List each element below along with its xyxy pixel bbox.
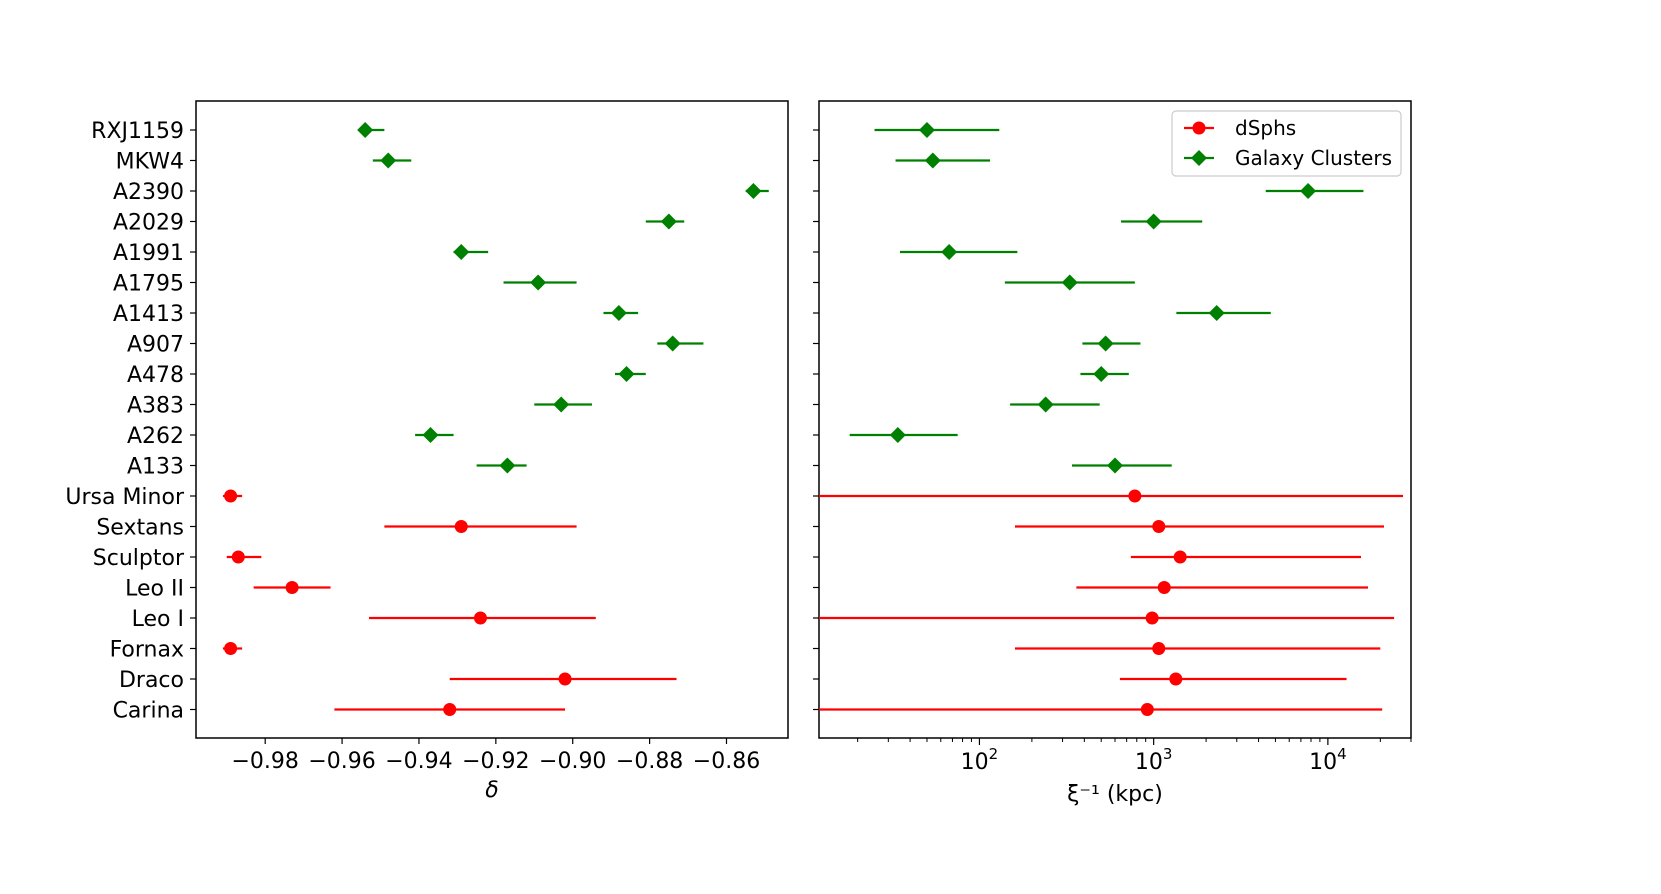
cluster-point-a1413 bbox=[610, 305, 627, 321]
cluster-point-a2390 bbox=[1300, 183, 1317, 199]
x-tick-label: −0.94 bbox=[385, 749, 452, 774]
x-tick-label: −0.96 bbox=[308, 749, 375, 774]
y-tick-label-draco: Draco bbox=[119, 668, 184, 693]
y-tick-label-ursa-minor: Ursa Minor bbox=[65, 485, 185, 510]
dsph-point-leo-i bbox=[473, 611, 487, 625]
dsph-point-draco bbox=[1169, 672, 1183, 686]
dsph-point-carina bbox=[1140, 703, 1154, 716]
x-tick-label: −0.92 bbox=[462, 749, 529, 774]
cluster-point-mkw4 bbox=[924, 152, 941, 169]
legend-marker-dsphs bbox=[1192, 121, 1206, 135]
y-tick-label-leo-i: Leo I bbox=[132, 607, 184, 632]
x-axis-label: ξ⁻¹ (kpc) bbox=[1067, 782, 1163, 807]
cluster-point-a133 bbox=[499, 457, 516, 474]
legend-box bbox=[1171, 110, 1402, 177]
y-tick-label-sculptor: Sculptor bbox=[93, 546, 185, 571]
x-tick-label: 102 bbox=[961, 745, 999, 775]
x-tick-label: 104 bbox=[1309, 745, 1347, 775]
plot-frame bbox=[195, 100, 789, 739]
y-tick-label-a133: A133 bbox=[127, 455, 184, 480]
cluster-point-a2390 bbox=[745, 183, 762, 199]
cluster-point-a907 bbox=[664, 335, 681, 352]
y-tick-label-mkw4: MKW4 bbox=[116, 150, 184, 175]
cluster-point-rxj1159 bbox=[918, 122, 935, 138]
x-tick-label: 103 bbox=[1135, 745, 1173, 775]
dsph-point-leo-ii bbox=[285, 581, 299, 594]
legend-label-dsphs: dSphs bbox=[1235, 116, 1296, 140]
cluster-point-a478 bbox=[618, 366, 635, 382]
cluster-point-a1413 bbox=[1208, 305, 1225, 321]
dsph-point-ursa-minor bbox=[1128, 489, 1142, 503]
y-tick-label-a1413: A1413 bbox=[113, 302, 184, 327]
cluster-point-a262 bbox=[889, 427, 906, 443]
legend-label-galaxy-clusters: Galaxy Clusters bbox=[1235, 146, 1392, 170]
y-tick-label-a2029: A2029 bbox=[113, 211, 184, 236]
y-tick-label-carina: Carina bbox=[113, 699, 184, 724]
y-tick-label-rxj1159: RXJ1159 bbox=[91, 119, 184, 144]
y-tick-label-a1991: A1991 bbox=[113, 241, 184, 266]
y-tick-label-a262: A262 bbox=[127, 424, 184, 449]
cluster-point-a133 bbox=[1107, 457, 1123, 474]
cluster-point-rxj1159 bbox=[357, 122, 374, 138]
left-panel-delta: RXJ1159 MKW4 A2390 A2029 A1991 A1795 A1413 A907… bbox=[65, 100, 789, 803]
dsph-point-fornax bbox=[224, 642, 238, 655]
y-tick-label-sextans: Sextans bbox=[96, 516, 184, 541]
cluster-point-a2029 bbox=[1145, 213, 1162, 230]
cluster-point-a907 bbox=[1097, 335, 1114, 352]
x-axis-label: δ bbox=[485, 778, 498, 803]
y-tick-label-a478: A478 bbox=[127, 363, 184, 388]
cluster-point-a2029 bbox=[660, 213, 677, 230]
dsph-point-fornax bbox=[1152, 642, 1166, 655]
cluster-point-a1795 bbox=[1061, 274, 1078, 291]
legend: dSphs Galaxy Clusters bbox=[1171, 110, 1402, 177]
dsph-point-draco bbox=[558, 672, 572, 686]
plot-frame bbox=[818, 100, 1412, 739]
x-tick-label: −0.90 bbox=[539, 749, 606, 774]
dsph-point-sculptor bbox=[231, 550, 245, 564]
cluster-point-a1991 bbox=[453, 244, 470, 260]
dsph-point-sculptor bbox=[1173, 550, 1187, 564]
cluster-point-a383 bbox=[1037, 396, 1054, 413]
x-tick-label: −0.86 bbox=[693, 749, 760, 774]
dsph-point-sextans bbox=[454, 520, 468, 533]
cluster-point-a383 bbox=[553, 396, 570, 413]
cluster-point-a478 bbox=[1093, 366, 1110, 382]
cluster-point-a1795 bbox=[530, 274, 547, 291]
dsph-point-sextans bbox=[1152, 520, 1166, 533]
cluster-point-a1991 bbox=[941, 244, 958, 260]
y-tick-label-a2390: A2390 bbox=[113, 180, 184, 205]
dsph-point-carina bbox=[443, 703, 457, 716]
y-tick-label-a1795: A1795 bbox=[113, 272, 184, 297]
dsph-point-leo-ii bbox=[1157, 581, 1171, 594]
y-tick-label-a907: A907 bbox=[127, 333, 184, 358]
cluster-point-mkw4 bbox=[380, 152, 397, 169]
right-panel-correlation-length: 102 103 104 ξ⁻¹ (kpc) bbox=[813, 100, 1412, 807]
x-tick-label: −0.88 bbox=[616, 749, 683, 774]
y-tick-label-leo-ii: Leo II bbox=[125, 577, 184, 602]
y-tick-label-a383: A383 bbox=[127, 394, 184, 419]
dsph-point-ursa-minor bbox=[224, 489, 238, 503]
cluster-point-a262 bbox=[422, 427, 439, 443]
x-tick-label: −0.98 bbox=[231, 749, 298, 774]
y-tick-label-fornax: Fornax bbox=[110, 638, 184, 663]
legend-marker-galaxy-clusters bbox=[1191, 150, 1207, 166]
dsph-point-leo-i bbox=[1145, 611, 1159, 625]
